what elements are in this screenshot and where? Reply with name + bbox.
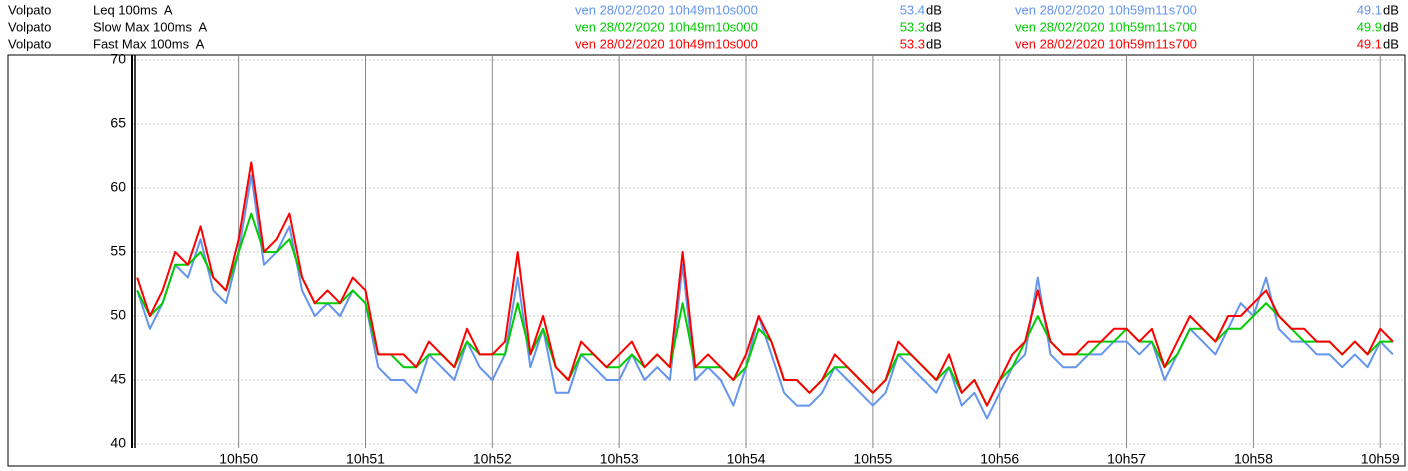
metric: Leq 100ms A xyxy=(93,2,173,17)
y-tick-label: 60 xyxy=(110,179,126,195)
start-value: 53.3 xyxy=(900,36,925,51)
end-time: ven 28/02/2020 10h59m11s700 xyxy=(1015,2,1197,17)
unit: dB xyxy=(926,36,942,51)
unit: dB xyxy=(1383,2,1399,17)
y-tick-label: 65 xyxy=(110,115,126,131)
unit: dB xyxy=(1383,19,1399,34)
y-tick-label: 45 xyxy=(110,371,126,387)
x-tick-label: 10h53 xyxy=(600,451,639,467)
plot xyxy=(136,161,1394,420)
x-tick-label: 10h56 xyxy=(980,451,1019,467)
end-time: ven 28/02/2020 10h59m11s700 xyxy=(1015,36,1197,51)
x-tick-label: 10h58 xyxy=(1234,451,1273,467)
unit: dB xyxy=(1383,36,1399,51)
x-tick-label: 10h52 xyxy=(473,451,512,467)
metric: Slow Max 100ms A xyxy=(93,19,207,34)
y-tick-label: 70 xyxy=(110,51,126,67)
start-time: ven 28/02/2020 10h49m10s000 xyxy=(575,19,758,34)
y-tick-label: 40 xyxy=(110,435,126,451)
metric: Fast Max 100ms A xyxy=(93,36,205,51)
start-value: 53.4 xyxy=(900,2,925,17)
x-tick-label: 10h54 xyxy=(727,451,766,467)
x-tick-label: 10h51 xyxy=(346,451,385,467)
end-value: 49.1 xyxy=(1357,2,1382,17)
unit: dB xyxy=(926,19,942,34)
source: Volpato xyxy=(8,2,51,17)
x-tick-label: 10h55 xyxy=(853,451,892,467)
end-value: 49.1 xyxy=(1357,36,1382,51)
y-tick-label: 50 xyxy=(110,307,126,323)
header: Volpato Leq 100ms A ven 28/02/2020 10h49m1… xyxy=(8,2,1399,51)
source: Volpato xyxy=(8,19,51,34)
series-line xyxy=(136,174,1394,420)
x-tick-label: 10h57 xyxy=(1107,451,1146,467)
unit: dB xyxy=(926,2,942,17)
start-time: ven 28/02/2020 10h49m10s000 xyxy=(575,2,758,17)
x-tick-label: 10h50 xyxy=(219,451,258,467)
x-tick-label: 10h59 xyxy=(1361,451,1400,467)
start-time: ven 28/02/2020 10h49m10s000 xyxy=(575,36,758,51)
grid: 40 45 50 55 60 65 70 10h50 10h51 10h52 10h53 10h54 1… xyxy=(110,51,1405,467)
start-value: 53.3 xyxy=(900,19,925,34)
y-tick-label: 55 xyxy=(110,243,126,259)
frame xyxy=(7,54,1406,467)
series-line xyxy=(136,212,1393,407)
end-time: ven 28/02/2020 10h59m11s700 xyxy=(1015,19,1197,34)
series-line xyxy=(136,161,1394,407)
source: Volpato xyxy=(8,36,51,51)
end-value: 49.9 xyxy=(1357,19,1382,34)
